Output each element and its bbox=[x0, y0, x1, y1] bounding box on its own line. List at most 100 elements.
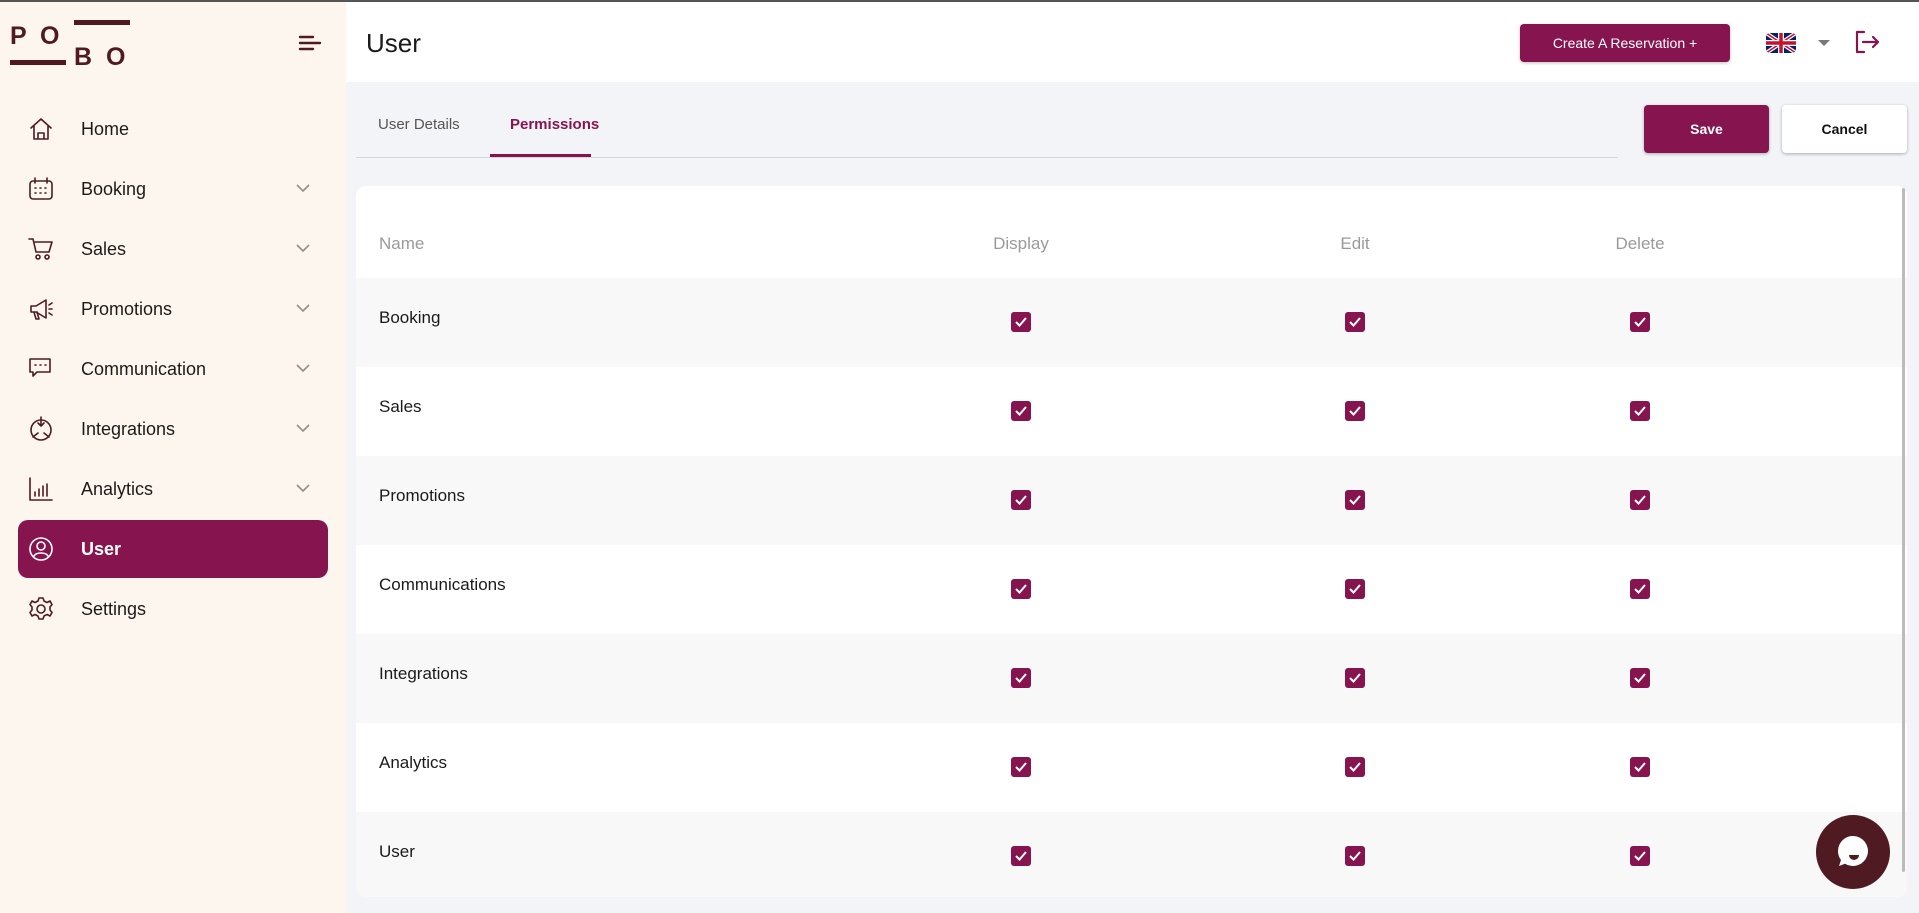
chat-bubble-icon bbox=[1838, 836, 1868, 866]
sidebar-item-settings[interactable]: Settings bbox=[18, 580, 328, 638]
delete-checkbox[interactable] bbox=[1630, 312, 1650, 332]
display-checkbox[interactable] bbox=[1011, 490, 1031, 510]
column-header-display-label: Display bbox=[993, 234, 1049, 253]
edit-checkbox[interactable] bbox=[1345, 757, 1365, 777]
sidebar-item-promotions[interactable]: Promotions bbox=[18, 280, 328, 338]
tab-bar: User Details Permissions bbox=[356, 82, 1618, 158]
display-checkbox[interactable] bbox=[1011, 757, 1031, 777]
pobo-logo: P O B O bbox=[10, 20, 130, 66]
permissions-table: Name Display Edit Delete Booking Sales Pro… bbox=[356, 186, 1907, 897]
column-header-edit-label: Edit bbox=[1340, 234, 1370, 253]
edit-checkbox[interactable] bbox=[1345, 579, 1365, 599]
delete-checkbox[interactable] bbox=[1630, 668, 1650, 688]
permission-name: Promotions bbox=[379, 486, 465, 505]
table-row: Analytics bbox=[356, 723, 1907, 812]
sidebar-item-booking[interactable]: Booking bbox=[18, 160, 328, 218]
permission-name: User bbox=[379, 842, 415, 861]
sidebar-item-label: Analytics bbox=[81, 478, 154, 499]
cart-icon bbox=[28, 238, 53, 260]
permission-name: Booking bbox=[379, 308, 441, 327]
tab-user-details[interactable]: User Details bbox=[378, 116, 460, 133]
table-row: Booking bbox=[356, 278, 1907, 367]
table-row: Integrations bbox=[356, 634, 1907, 723]
delete-checkbox[interactable] bbox=[1630, 846, 1650, 866]
user-icon bbox=[29, 537, 53, 561]
cancel-button[interactable]: Cancel bbox=[1782, 105, 1907, 153]
checkmark-icon bbox=[1634, 406, 1646, 416]
svg-text:B: B bbox=[74, 43, 92, 66]
bar-chart-icon bbox=[29, 477, 53, 501]
checkmark-icon bbox=[1349, 584, 1361, 594]
save-button[interactable]: Save bbox=[1644, 105, 1769, 153]
table-row: Promotions bbox=[356, 456, 1907, 545]
logout-icon[interactable] bbox=[1854, 30, 1880, 54]
checkmark-icon bbox=[1634, 673, 1646, 683]
display-checkbox[interactable] bbox=[1011, 846, 1031, 866]
permission-name: Sales bbox=[379, 397, 422, 416]
scrollbar[interactable] bbox=[1902, 188, 1905, 872]
svg-text:O: O bbox=[106, 43, 125, 66]
chevron-down-icon[interactable] bbox=[296, 423, 310, 433]
permission-name: Analytics bbox=[379, 753, 448, 772]
checkmark-icon bbox=[1634, 851, 1646, 861]
integrations-icon bbox=[30, 416, 52, 441]
top-header: User Create A Reservation + bbox=[346, 2, 1919, 82]
sidebar-item-analytics[interactable]: Analytics bbox=[18, 460, 328, 518]
sidebar: P O B O Home Booking Sales Promotions Co… bbox=[0, 2, 346, 913]
checkmark-icon bbox=[1634, 495, 1646, 505]
checkmark-icon bbox=[1349, 317, 1361, 327]
tab-permissions[interactable]: Permissions bbox=[510, 116, 600, 133]
chevron-down-icon[interactable] bbox=[296, 483, 310, 493]
edit-checkbox[interactable] bbox=[1345, 312, 1365, 332]
table-row: User bbox=[356, 812, 1907, 897]
uk-flag-icon[interactable] bbox=[1766, 33, 1796, 53]
sidebar-item-home[interactable]: Home bbox=[18, 100, 328, 158]
chevron-down-icon[interactable] bbox=[296, 243, 310, 253]
edit-checkbox[interactable] bbox=[1345, 401, 1365, 421]
table-row: Sales bbox=[356, 367, 1907, 456]
svg-text:O: O bbox=[40, 22, 59, 50]
checkmark-icon bbox=[1349, 406, 1361, 416]
checkmark-icon bbox=[1015, 406, 1027, 416]
language-dropdown-caret-icon[interactable] bbox=[1818, 40, 1830, 46]
sidebar-item-sales[interactable]: Sales bbox=[18, 220, 328, 278]
checkmark-icon bbox=[1015, 495, 1027, 505]
megaphone-icon bbox=[30, 299, 53, 320]
sidebar-item-communication[interactable]: Communication bbox=[18, 340, 328, 398]
checkmark-icon bbox=[1015, 584, 1027, 594]
menu-toggle-icon[interactable] bbox=[298, 35, 322, 51]
chevron-down-icon[interactable] bbox=[296, 183, 310, 193]
chevron-down-icon[interactable] bbox=[296, 363, 310, 373]
delete-checkbox[interactable] bbox=[1630, 757, 1650, 777]
column-header-name: Name bbox=[379, 234, 425, 253]
checkmark-icon bbox=[1634, 762, 1646, 772]
display-checkbox[interactable] bbox=[1011, 312, 1031, 332]
sidebar-item-label: Promotions bbox=[81, 298, 173, 319]
sidebar-item-label: Settings bbox=[81, 598, 147, 619]
chat-icon bbox=[29, 358, 51, 377]
page-title: User bbox=[366, 28, 421, 58]
edit-checkbox[interactable] bbox=[1345, 846, 1365, 866]
checkmark-icon bbox=[1634, 584, 1646, 594]
create-reservation-button[interactable]: Create A Reservation + bbox=[1520, 24, 1730, 62]
permission-name: Communications bbox=[379, 575, 506, 594]
display-checkbox[interactable] bbox=[1011, 401, 1031, 421]
sidebar-item-user[interactable]: User bbox=[18, 520, 328, 578]
chat-widget-button[interactable] bbox=[1816, 815, 1890, 889]
delete-checkbox[interactable] bbox=[1630, 401, 1650, 421]
sidebar-item-label: User bbox=[81, 538, 122, 559]
edit-checkbox[interactable] bbox=[1345, 490, 1365, 510]
active-tab-indicator bbox=[490, 154, 591, 157]
sidebar-item-integrations[interactable]: Integrations bbox=[18, 400, 328, 458]
gear-icon bbox=[29, 597, 53, 620]
sidebar-item-label: Home bbox=[81, 118, 130, 139]
delete-checkbox[interactable] bbox=[1630, 490, 1650, 510]
edit-checkbox[interactable] bbox=[1345, 668, 1365, 688]
column-header-delete-label: Delete bbox=[1615, 234, 1665, 253]
checkmark-icon bbox=[1349, 762, 1361, 772]
delete-checkbox[interactable] bbox=[1630, 579, 1650, 599]
display-checkbox[interactable] bbox=[1011, 579, 1031, 599]
checkmark-icon bbox=[1349, 851, 1361, 861]
display-checkbox[interactable] bbox=[1011, 668, 1031, 688]
chevron-down-icon[interactable] bbox=[296, 303, 310, 313]
